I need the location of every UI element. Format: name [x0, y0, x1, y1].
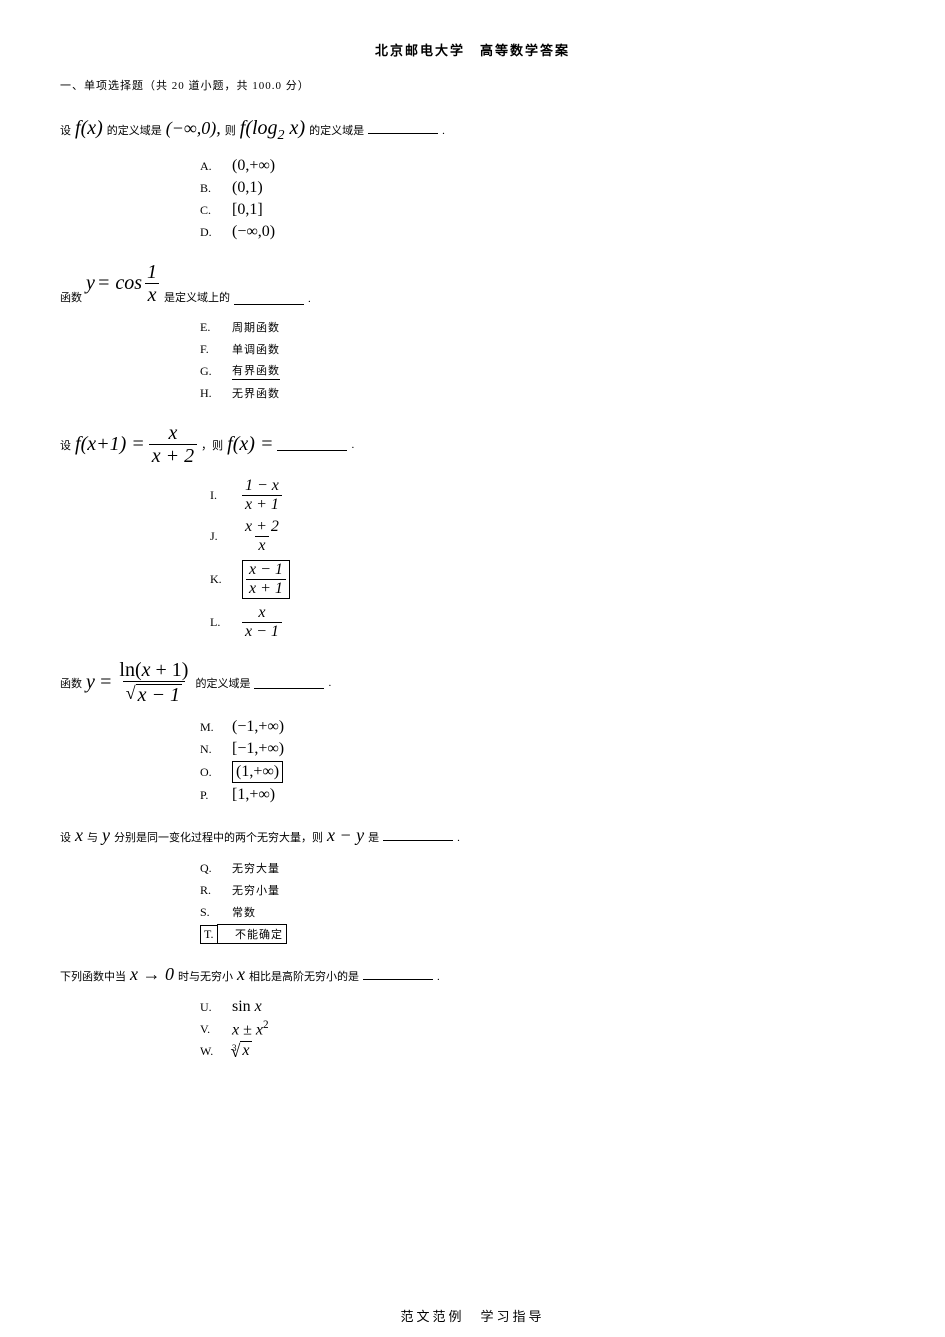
- options-list: M.(−1,+∞) N.[−1,+∞) O.(1,+∞) P.[1,+∞): [200, 717, 885, 805]
- option: K.x − 1x + 1: [210, 560, 885, 599]
- option: R.无穷小量: [200, 880, 885, 900]
- option: U.sin x: [200, 997, 885, 1017]
- option: S.常数: [200, 902, 885, 922]
- option: W.3√x: [200, 1041, 885, 1062]
- question-stem: 设 x 与 y 分别是同一变化过程中的两个无穷大量，则 x − y 是 .: [60, 825, 885, 846]
- option: T.不能确定: [200, 924, 885, 944]
- option: A.(0,+∞): [200, 156, 885, 176]
- option: F.单调函数: [200, 339, 885, 359]
- options-list: A.(0,+∞) B.(0,1) C.[0,1] D.(−∞,0): [200, 156, 885, 242]
- document-title: 北京邮电大学 高等数学答案: [60, 40, 885, 59]
- blank: [234, 293, 304, 305]
- option: V.x ± x2: [200, 1019, 885, 1039]
- blank: [254, 677, 324, 689]
- question-5: 设 x 与 y 分别是同一变化过程中的两个无穷大量，则 x − y 是 . Q.…: [60, 825, 885, 944]
- question-6: 下列函数中当 x → 0 时与无穷小 x 相比是高阶无穷小的是 . U.sin …: [60, 964, 885, 1062]
- option: C.[0,1]: [200, 200, 885, 220]
- question-stem: 下列函数中当 x → 0 时与无穷小 x 相比是高阶无穷小的是 .: [60, 964, 885, 985]
- question-stem: 设 f(x+1) = xx + 2 ，则 f(x) = .: [60, 423, 885, 466]
- option: O.(1,+∞): [200, 761, 885, 783]
- blank: [368, 122, 438, 134]
- blank: [383, 829, 453, 841]
- option: M.(−1,+∞): [200, 717, 885, 737]
- page-footer: 范文范例 学习指导: [0, 1306, 945, 1325]
- section-header: 一、单项选择题（共 20 道小题，共 100.0 分）: [60, 77, 885, 93]
- blank: [363, 968, 433, 980]
- options-list: I.1 − xx + 1 J.x + 2x K.x − 1x + 1 L.xx …: [210, 478, 885, 640]
- question-3: 设 f(x+1) = xx + 2 ，则 f(x) = . I.1 − xx +…: [60, 423, 885, 640]
- option: N.[−1,+∞): [200, 739, 885, 759]
- question-stem: 函数 y = ln(x + 1) √x − 1 的定义域是 .: [60, 660, 885, 705]
- question-4: 函数 y = ln(x + 1) √x − 1 的定义域是 . M.(−1,+∞…: [60, 660, 885, 805]
- question-2: 函数 y = cos 1x 是定义域上的 . E.周期函数 F.单调函数 G.有…: [60, 262, 885, 403]
- question-1: 设 f(x) 的定义域是 (−∞,0), 则 f(log2 x) 的定义域是 .…: [60, 117, 885, 242]
- options-list: U.sin x V.x ± x2 W.3√x: [200, 997, 885, 1062]
- options-list: E.周期函数 F.单调函数 G.有界函数 H.无界函数: [200, 317, 885, 403]
- option: G.有界函数: [200, 361, 885, 381]
- question-stem: 设 f(x) 的定义域是 (−∞,0), 则 f(log2 x) 的定义域是 .: [60, 117, 885, 144]
- option: L.xx − 1: [210, 605, 885, 640]
- option: P.[1,+∞): [200, 785, 885, 805]
- options-list: Q.无穷大量 R.无穷小量 S.常数 T.不能确定: [200, 858, 885, 944]
- page-content: 北京邮电大学 高等数学答案 一、单项选择题（共 20 道小题，共 100.0 分…: [0, 0, 945, 1062]
- option: Q.无穷大量: [200, 858, 885, 878]
- blank: [277, 439, 347, 451]
- option: I.1 − xx + 1: [210, 478, 885, 513]
- option: B.(0,1): [200, 178, 885, 198]
- option: J.x + 2x: [210, 519, 885, 554]
- question-stem: 函数 y = cos 1x 是定义域上的 .: [60, 262, 885, 305]
- option: D.(−∞,0): [200, 222, 885, 242]
- option: E.周期函数: [200, 317, 885, 337]
- option: H.无界函数: [200, 383, 885, 403]
